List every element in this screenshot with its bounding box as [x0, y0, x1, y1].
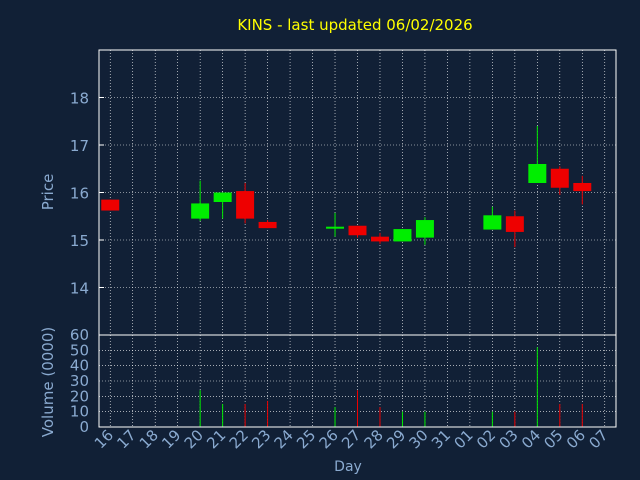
candle-body — [101, 199, 120, 211]
price-axis-label: Price — [39, 174, 57, 211]
day-x-ticks: 1617181920212223242526272829303101020304… — [91, 426, 612, 452]
candle-body — [528, 164, 547, 183]
candle-body — [191, 203, 210, 219]
day-axis-label: Day — [334, 459, 362, 475]
volume-y-tick-label: 30 — [70, 372, 89, 390]
candle-body — [505, 216, 524, 232]
volume-y-tick-label: 40 — [70, 357, 89, 375]
candle-body — [483, 215, 502, 230]
candle-body — [415, 220, 434, 238]
volume-y-tick-label: 60 — [70, 326, 89, 344]
candle-body — [370, 236, 389, 242]
volume-axis-label: Volume (0000) — [39, 327, 57, 437]
price-y-tick-label: 16 — [70, 185, 89, 203]
price-grid — [99, 50, 616, 335]
candle-body — [236, 191, 255, 219]
volume-y-tick-label: 50 — [70, 341, 89, 359]
candle-body — [393, 229, 412, 242]
price-y-tick-label: 18 — [70, 90, 89, 108]
price-y-tick-label: 15 — [70, 232, 89, 250]
candle-body — [550, 168, 569, 188]
volume-y-tick-label: 0 — [79, 418, 89, 436]
price-y-tick-label: 17 — [70, 137, 89, 155]
volume-y-tick-label: 20 — [70, 387, 89, 405]
chart-title: KINS - last updated 06/02/2026 — [237, 16, 472, 34]
volume-y-tick-label: 10 — [70, 403, 89, 421]
price-y-ticks: 14 15 16 17 18 — [70, 90, 104, 298]
price-candles — [101, 126, 592, 248]
volume-bars — [199, 347, 583, 427]
price-y-tick-label: 14 — [70, 280, 89, 298]
candle-body — [258, 221, 277, 229]
price-panel: 14 15 16 17 18 Price — [39, 49, 617, 336]
candle-body — [326, 226, 345, 229]
volume-panel-frame — [98, 334, 617, 428]
candle-body — [573, 183, 592, 192]
candle-body — [348, 225, 367, 236]
candle-body — [213, 192, 232, 202]
